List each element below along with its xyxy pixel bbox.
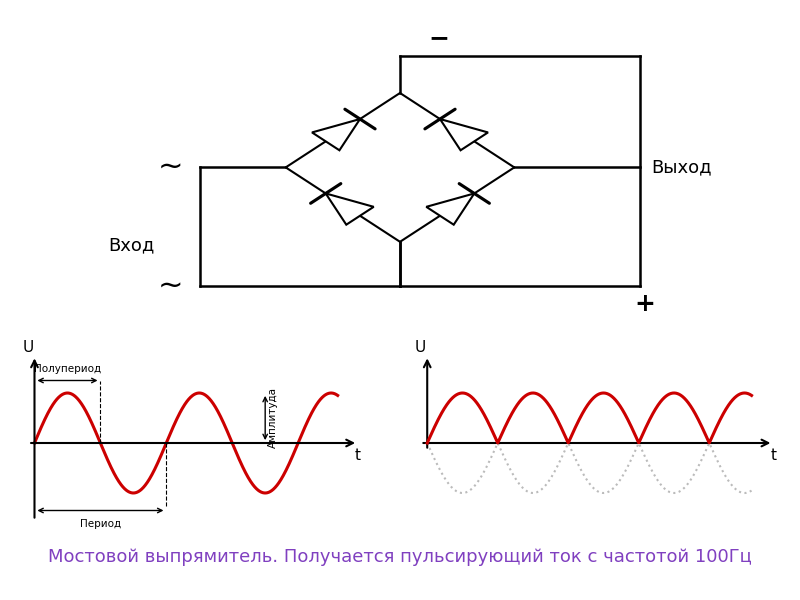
Text: +: + [634,292,655,316]
Polygon shape [426,193,474,224]
Text: U: U [22,340,34,355]
Text: ~: ~ [158,272,183,301]
Polygon shape [326,193,374,224]
Text: Период: Период [80,519,121,529]
Polygon shape [440,119,488,150]
Text: U: U [415,340,426,355]
Text: Выход: Выход [651,158,712,176]
Text: Вход: Вход [108,236,154,254]
Text: Полупериод: Полупериод [34,364,101,374]
Text: −: − [429,26,450,50]
Text: t: t [770,448,776,463]
Text: Мостовой выпрямитель. Получается пульсирующий ток с частотой 100Гц: Мостовой выпрямитель. Получается пульсир… [48,548,752,566]
Text: Амплитуда: Амплитуда [268,388,278,449]
Text: t: t [355,448,361,463]
Polygon shape [312,119,360,150]
Text: ~: ~ [158,153,183,182]
